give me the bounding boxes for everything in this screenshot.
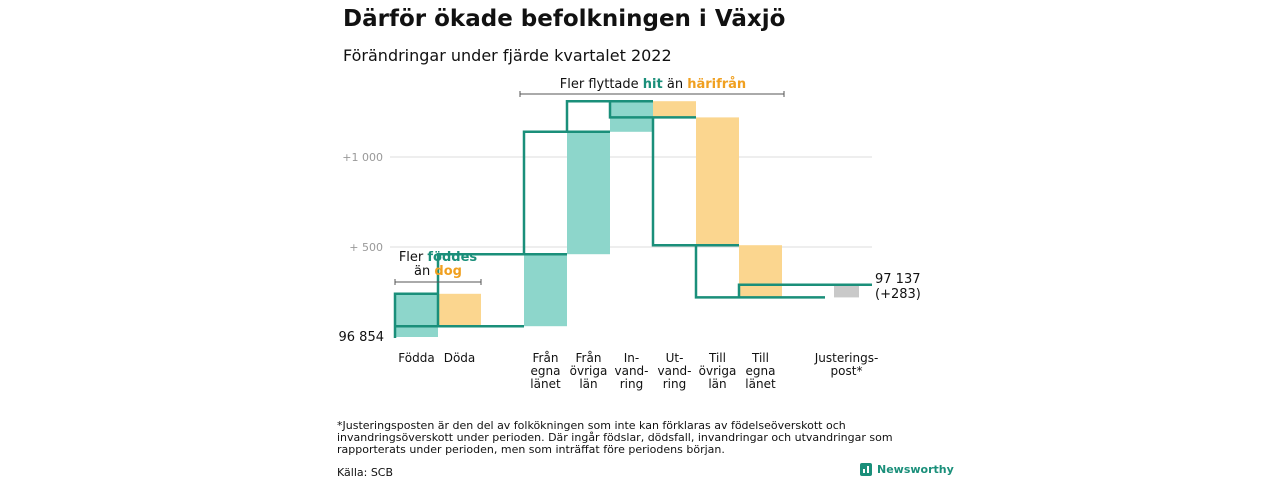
category-label: övriga <box>570 364 608 378</box>
category-label: ring <box>620 377 644 391</box>
waterfall-bar <box>834 284 859 298</box>
category-label: Till <box>708 351 726 365</box>
category-label: Från <box>533 351 559 365</box>
category-label: egna <box>531 364 561 378</box>
waterfall-bar <box>696 117 739 246</box>
waterfall-bar <box>739 245 782 298</box>
category-label: länet <box>530 377 561 391</box>
brand-logo: Newsworthy <box>860 463 954 476</box>
annotation-births-line2: än dog <box>414 264 462 279</box>
end-value-label: 97 137 <box>875 272 921 287</box>
category-label: In- <box>624 351 639 365</box>
brand-name: Newsworthy <box>877 463 954 476</box>
start-value-label: 96 854 <box>339 330 385 345</box>
waterfall-bar <box>567 131 610 255</box>
category-label: län <box>579 377 597 391</box>
category-label: Födda <box>398 351 434 365</box>
waterfall-bar <box>395 293 438 337</box>
category-label: län <box>708 377 726 391</box>
waterfall-step-line <box>393 99 872 338</box>
chart-title: Därför ökade befolkningen i Växjö <box>343 6 786 32</box>
waterfall-bar <box>438 293 481 327</box>
category-label: Från <box>576 351 602 365</box>
chart-subtitle: Förändringar under fjärde kvartalet 2022 <box>343 46 672 65</box>
category-label: länet <box>745 377 776 391</box>
waterfall-bar <box>653 101 696 118</box>
end-change-label: (+283) <box>875 287 921 302</box>
category-label: Till <box>751 351 769 365</box>
category-label: egna <box>746 364 776 378</box>
source-label: Källa: SCB <box>337 466 394 479</box>
category-label: vand- <box>657 364 691 378</box>
y-tick-label: +1 000 <box>342 151 383 164</box>
category-label: övriga <box>699 364 737 378</box>
annotation-migration: Fler flyttade hit än härifrån <box>560 77 746 92</box>
category-label: Döda <box>444 351 476 365</box>
category-label: vand- <box>614 364 648 378</box>
annotation-births-line1: Fler föddes <box>399 250 478 265</box>
category-label: Ut- <box>666 351 684 365</box>
y-tick-label: + 500 <box>349 241 383 254</box>
footnote: *Justeringsposten är den del av folkökni… <box>337 419 893 456</box>
newsworthy-logo-icon <box>860 463 872 476</box>
category-label: Justerings- <box>814 351 879 365</box>
waterfall-bar <box>524 254 567 327</box>
category-label: post* <box>831 364 863 378</box>
category-label: ring <box>663 377 687 391</box>
